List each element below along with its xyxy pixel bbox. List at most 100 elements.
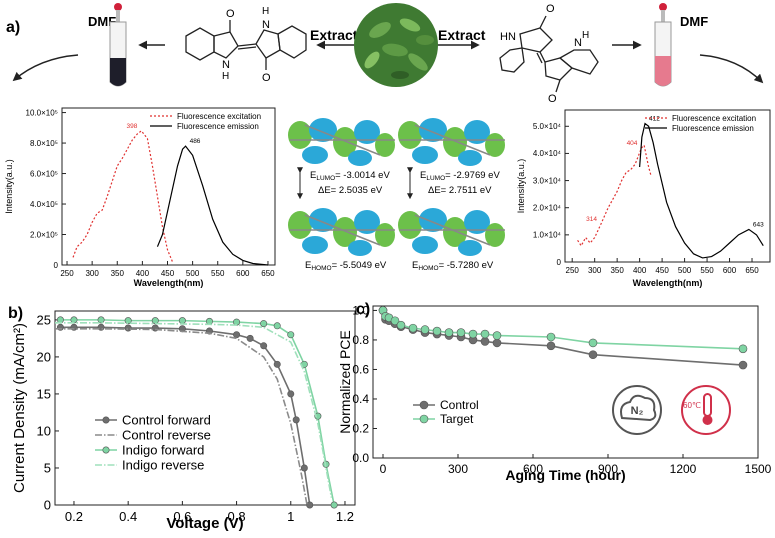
x-tick-label: 350 bbox=[111, 269, 125, 278]
legend-label: Indigo forward bbox=[122, 443, 204, 458]
arrow bbox=[699, 54, 764, 84]
x-tick-label: 500 bbox=[186, 269, 200, 278]
annotation: 486 bbox=[190, 138, 201, 145]
data-point bbox=[444, 328, 454, 337]
data-point bbox=[546, 332, 556, 342]
y-axis-label: Current Density (mA/cm²) bbox=[11, 323, 28, 493]
atom: O bbox=[226, 8, 235, 20]
x-tick-label: 0.4 bbox=[119, 509, 137, 524]
x-tick-label: 650 bbox=[261, 269, 275, 278]
arrow bbox=[12, 54, 79, 82]
data-point bbox=[546, 341, 556, 351]
x-tick-label: 300 bbox=[448, 462, 468, 476]
atom: N bbox=[222, 59, 230, 71]
x-tick-label: 0.6 bbox=[173, 509, 191, 524]
x-tick-label: 0.2 bbox=[65, 509, 83, 524]
extract-label: Extract bbox=[438, 27, 486, 43]
y-tick-label: 10 bbox=[37, 424, 51, 439]
y-tick-label: 2.0×10⁵ bbox=[30, 230, 58, 239]
y-tick-label: 6.0×10⁵ bbox=[30, 169, 58, 178]
data-point bbox=[273, 360, 281, 368]
annotation: 643 bbox=[753, 221, 764, 228]
x-axis-label: Wavelength(nm) bbox=[134, 278, 204, 288]
solvent-label: DMF bbox=[88, 14, 116, 29]
data-point bbox=[738, 360, 748, 370]
y-axis-label: Normalized PCE bbox=[337, 330, 353, 433]
y-tick-label: 0.0 bbox=[352, 451, 369, 465]
homo-energy: EHOMO= -5.5049 eV bbox=[305, 260, 387, 272]
data-point bbox=[292, 416, 300, 424]
panel-label: c) bbox=[356, 301, 370, 318]
atom: N bbox=[262, 19, 270, 31]
data-point bbox=[408, 323, 418, 333]
y-tick-label: 0 bbox=[54, 261, 59, 270]
x-tick-label: 400 bbox=[136, 269, 150, 278]
atom: H bbox=[262, 6, 269, 17]
n2-icon bbox=[612, 385, 662, 435]
lumo-energy: ELUMO= -2.9769 eV bbox=[420, 170, 500, 182]
legend-label: Indigo reverse bbox=[122, 458, 204, 473]
y-tick-label: 0.6 bbox=[352, 363, 369, 377]
data-point bbox=[178, 317, 186, 325]
data-point bbox=[480, 329, 490, 339]
x-tick-label: 600 bbox=[523, 462, 543, 476]
gap-energy: ΔE= 2.7511 eV bbox=[428, 185, 492, 196]
atom: H bbox=[222, 71, 229, 82]
series-line bbox=[55, 327, 308, 506]
data-point bbox=[287, 390, 295, 398]
x-tick-label: 600 bbox=[723, 266, 737, 275]
legend-marker bbox=[102, 446, 110, 454]
y-tick-label: 10.0×10⁵ bbox=[26, 108, 58, 117]
atom: H bbox=[582, 30, 589, 41]
orbital-image bbox=[287, 207, 396, 257]
annotation: 314 bbox=[586, 216, 597, 223]
homo-energy: EHOMO= -5.7280 eV bbox=[412, 260, 494, 272]
data-point bbox=[246, 334, 254, 342]
panel-label: b) bbox=[8, 305, 23, 322]
x-tick-label: 300 bbox=[85, 269, 99, 278]
atom: O bbox=[262, 72, 271, 84]
x-tick-label: 350 bbox=[610, 266, 624, 275]
data-point bbox=[396, 320, 406, 330]
x-tick-label: 250 bbox=[60, 269, 74, 278]
orbital-image bbox=[397, 207, 506, 257]
data-point bbox=[468, 329, 478, 339]
data-point bbox=[306, 501, 314, 509]
legend-label: Control reverse bbox=[122, 428, 211, 443]
data-point bbox=[390, 316, 400, 326]
series-line bbox=[156, 145, 269, 266]
legend-label: Target bbox=[440, 412, 474, 426]
legend-marker bbox=[102, 416, 110, 424]
x-tick-label: 450 bbox=[161, 269, 175, 278]
molecule-isoindigo bbox=[499, 15, 599, 93]
legend-marker bbox=[419, 400, 429, 410]
atom: HN bbox=[500, 31, 516, 43]
x-tick-label: 550 bbox=[211, 269, 225, 278]
y-tick-label: 2.0×10⁴ bbox=[533, 204, 562, 213]
y-tick-label: 4.0×10⁵ bbox=[30, 200, 58, 209]
plot-frame bbox=[564, 109, 771, 263]
leaf-photo bbox=[354, 3, 438, 87]
data-point bbox=[300, 464, 308, 472]
series-line bbox=[577, 144, 652, 247]
annotation: 398 bbox=[127, 123, 138, 130]
x-tick-label: 900 bbox=[598, 462, 618, 476]
x-tick-label: 1.2 bbox=[336, 509, 354, 524]
atom: N bbox=[574, 37, 582, 49]
x-tick-label: 250 bbox=[566, 266, 580, 275]
data-point bbox=[492, 338, 502, 348]
x-tick-label: 500 bbox=[678, 266, 692, 275]
y-tick-label: 20 bbox=[37, 349, 51, 364]
y-tick-label: 0.4 bbox=[352, 392, 369, 406]
plot-frame bbox=[61, 107, 276, 266]
data-point bbox=[124, 317, 132, 325]
y-tick-label: 5 bbox=[44, 461, 51, 476]
data-point bbox=[588, 338, 598, 348]
plot-frame bbox=[54, 310, 356, 506]
y-tick-label: 0.8 bbox=[352, 333, 369, 347]
y-tick-label: 0.2 bbox=[352, 422, 369, 436]
y-tick-label: 0 bbox=[557, 258, 562, 267]
data-point bbox=[456, 328, 466, 337]
